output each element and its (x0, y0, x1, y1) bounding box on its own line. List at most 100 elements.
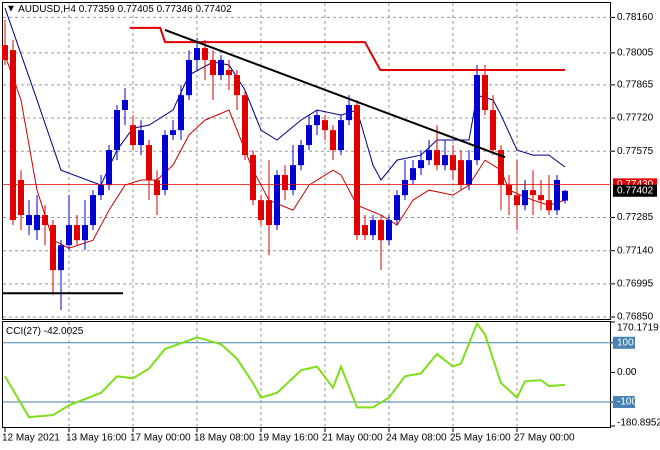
x-tick-label: 19 May 16:00 (258, 433, 319, 444)
candle-body (74, 225, 80, 241)
cci-value: -42.0025 (44, 326, 84, 337)
candle-body (354, 105, 360, 236)
candle-body (50, 225, 56, 271)
candle-body (274, 174, 280, 226)
candle-body (538, 195, 544, 201)
chart-header: ▼ AUDUSD,H4 0.77359 0.77405 0.77346 0.77… (6, 4, 232, 15)
candle-body (186, 59, 192, 96)
candle-body (106, 150, 112, 186)
candle-body (410, 168, 416, 181)
y-tick-label: -180.8952 (617, 418, 660, 429)
candle-body (290, 165, 296, 191)
candle-body (218, 59, 224, 76)
candle-body (514, 195, 520, 206)
candle-body (130, 125, 136, 146)
candle-body (242, 95, 248, 156)
y-tick-label: 0.77285 (617, 212, 654, 223)
close-value: 0.77402 (196, 4, 233, 15)
indicator-line (4, 7, 566, 186)
candle-body (210, 59, 216, 76)
candle-body (202, 48, 208, 60)
candle-body (18, 180, 24, 216)
y-tick-label: 0.78005 (617, 48, 654, 59)
candle-body (322, 120, 328, 131)
candle-body (298, 145, 304, 166)
high-value: 0.77405 (118, 4, 155, 15)
x-tick-label: 21 May 00:00 (322, 433, 383, 444)
x-tick-label: 13 May 16:00 (66, 433, 127, 444)
candle-body (434, 150, 440, 166)
y-tick-label: 100 (617, 337, 634, 348)
level-label-bg (613, 336, 635, 349)
candle-body (138, 130, 144, 146)
candle-body (346, 105, 352, 121)
y-tick-label: -100 (617, 397, 637, 408)
candle-body (306, 125, 312, 146)
candle-body (178, 95, 184, 131)
candle-body (546, 200, 552, 211)
y-tick-label: 0.77140 (617, 245, 654, 256)
candle-body (466, 160, 472, 186)
candle-body (522, 190, 528, 206)
candle-body (154, 180, 160, 196)
symbol: AUDUSD,H4 (18, 4, 76, 15)
candle-body (338, 120, 344, 151)
drawn-line (129, 26, 565, 72)
cci-title: CCI(27) (6, 326, 41, 337)
y-tick-label: 0.77720 (617, 113, 654, 124)
indicator-line (4, 54, 566, 249)
y-tick-label: 0.77865 (617, 80, 654, 91)
price-label-bg (613, 184, 657, 197)
y-tick-label: 0.77575 (617, 146, 654, 157)
candle-body (162, 134, 168, 191)
cci-header: CCI(27) -42.0025 (6, 326, 84, 337)
candle-body (378, 220, 384, 241)
candle-body (362, 225, 368, 236)
candle-body (394, 195, 400, 221)
candle-body (194, 48, 200, 60)
candle-body (250, 155, 256, 201)
candle-body (482, 75, 488, 111)
y-tick-label: 0.76850 (617, 312, 654, 323)
candle-body (234, 75, 240, 96)
candle-body (458, 160, 464, 186)
candle-body (506, 185, 512, 196)
x-tick-label: 17 May 00:00 (130, 433, 191, 444)
candle-body (58, 245, 64, 271)
candle-body (490, 110, 496, 151)
candle-body (10, 50, 16, 221)
x-tick-label: 27 May 00:00 (514, 433, 575, 444)
price-label: 0.77402 (617, 185, 654, 196)
candle-body (170, 130, 176, 135)
candle-body (146, 145, 152, 181)
candle-body (90, 195, 96, 226)
alert-label: 0.77430 (617, 179, 654, 190)
candle-body (26, 215, 32, 226)
candle-body (474, 75, 480, 161)
candle-body (2, 45, 8, 60)
candle-body (266, 200, 272, 226)
candle-body (66, 225, 72, 246)
y-tick-label: 0.78160 (617, 12, 654, 23)
candle-body (402, 180, 408, 196)
candle-body (442, 155, 448, 166)
candle-body (98, 185, 104, 196)
candle-body (418, 160, 424, 169)
level-label-bg (613, 396, 635, 409)
candle-body (330, 130, 336, 151)
y-tick-label: 0.00 (617, 367, 637, 378)
open-value: 0.77359 (79, 4, 116, 15)
cci-frame (2, 321, 611, 428)
candle-body (386, 220, 392, 241)
x-tick-label: 12 May 2021 (2, 433, 60, 444)
candle-body (226, 70, 232, 76)
candle-body (258, 200, 264, 221)
candle-body (426, 150, 432, 161)
candle-body (34, 215, 40, 231)
candle-body (530, 190, 536, 196)
cci-line (4, 321, 566, 419)
candle-body (450, 155, 456, 171)
candle-body (42, 215, 48, 226)
